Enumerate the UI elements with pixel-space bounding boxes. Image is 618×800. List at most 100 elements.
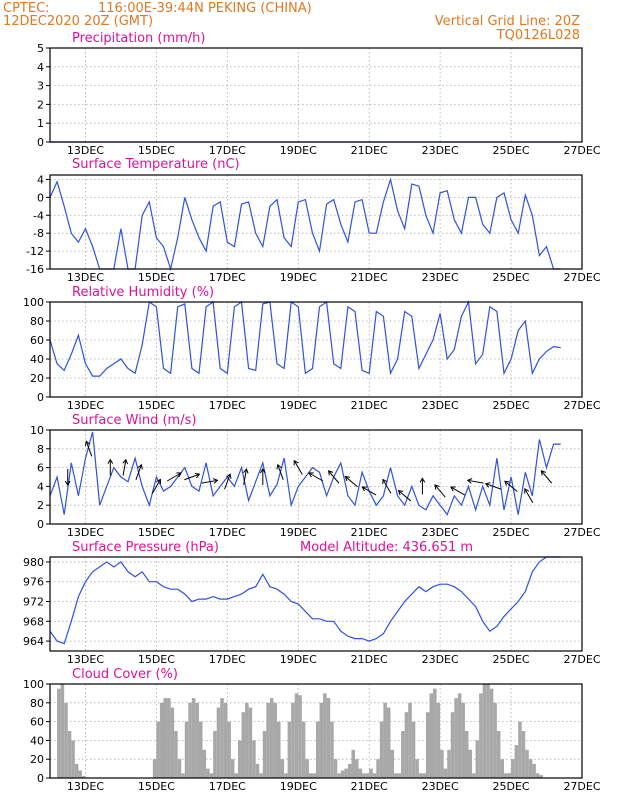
relative-humidity-y-tick-label: 20: [30, 372, 44, 385]
cloud-cover-bar: [511, 759, 515, 778]
cloud-cover-bar: [457, 693, 462, 778]
wind-arrow-head: [137, 463, 143, 470]
cloud-cover-bar: [415, 759, 419, 778]
cloud-cover-date-tick-label: 15DEC: [138, 780, 175, 793]
cloud-cover-bar: [351, 749, 356, 778]
surface-wind-y-tick-label: 0: [37, 518, 44, 531]
precipitation-date-tick-label: 15DEC: [138, 144, 175, 157]
cloud-cover-bar: [262, 731, 267, 778]
surface-temperature-y-tick-label: -16: [26, 263, 44, 276]
header-source: CPTEC:: [3, 1, 50, 16]
cloud-cover-bar: [330, 721, 334, 778]
cloud-cover-bar: [358, 768, 363, 778]
cloud-cover-bar: [163, 698, 168, 778]
relative-humidity-y-tick-label: 0: [37, 391, 44, 404]
surface-wind-panel: Surface Wind (m/s) 13DEC 15DEC 17DEC 19DEC 2…: [30, 413, 601, 539]
surface-wind-wind-arrow: [308, 472, 324, 482]
surface-wind-wind-arrow: [166, 472, 182, 482]
cloud-cover-bar: [170, 707, 175, 778]
cloud-cover-bar: [408, 702, 412, 778]
surface-wind-wind-arrow: [276, 463, 284, 480]
cloud-cover-bar: [326, 698, 331, 778]
relative-humidity-date-tick-label: 23DEC: [422, 399, 459, 412]
cloud-cover-bar: [284, 773, 288, 778]
cloud-cover-bar: [514, 745, 519, 778]
cloud-cover-bar: [443, 768, 448, 778]
cloud-cover-bar: [323, 693, 327, 778]
surface-temperature-y-tick-label: 4: [37, 173, 44, 186]
surface-temperature-date-tick-label: 25DEC: [493, 271, 530, 284]
relative-humidity-frame: [49, 301, 583, 398]
wind-arrow-head: [243, 468, 249, 474]
cloud-cover-bar: [174, 731, 178, 778]
surface-wind-wind-arrow: [293, 459, 303, 475]
wind-arrow-shaft: [328, 470, 340, 484]
surface-temperature-date-tick-label: 21DEC: [351, 271, 388, 284]
surface-wind-wind-arrow: [184, 472, 201, 481]
cloud-cover-y-tick-label: 80: [30, 697, 44, 710]
wind-arrow-head: [293, 459, 299, 466]
precipitation-date-tick-label: 27DEC: [563, 144, 600, 157]
cloud-cover-bar: [184, 721, 189, 778]
wind-arrow-shaft: [362, 486, 377, 496]
cloud-cover-bar: [394, 773, 398, 778]
surface-wind-series-line: [49, 431, 561, 516]
surface-wind-wind-arrow: [64, 469, 71, 486]
surface-temperature-panel: Surface Temperature (nC) 13DEC 15DEC 17DEC…: [26, 157, 601, 284]
cloud-cover-bar: [440, 749, 444, 778]
wind-arrow-head: [64, 480, 71, 486]
cloud-cover-bar: [294, 693, 299, 778]
surface-wind-date-tick-label: 13DEC: [67, 526, 104, 539]
surface-wind-wind-arrow: [466, 478, 484, 484]
cloud-cover-bar: [287, 721, 292, 778]
cloud-cover-bar: [159, 702, 164, 778]
cloud-cover-bar: [475, 740, 480, 778]
surface-wind-date-tick-label: 15DEC: [138, 526, 175, 539]
surface-wind-wind-arrow: [107, 458, 114, 476]
cloud-cover-bar: [316, 721, 320, 778]
wind-arrow-head: [156, 478, 161, 485]
cloud-cover-bar: [365, 773, 370, 778]
cloud-cover-bar: [252, 740, 256, 778]
wind-arrow-head: [308, 472, 314, 478]
cloud-cover-bar: [241, 712, 246, 778]
surface-temperature-date-tick-label: 17DEC: [209, 271, 246, 284]
surface-wind-y-tick-label: 2: [37, 499, 44, 512]
cloud-cover-bar: [191, 698, 196, 778]
relative-humidity-y-tick-label: 40: [30, 353, 44, 366]
cloud-cover-bar: [425, 712, 430, 778]
wind-arrow-shaft: [277, 464, 284, 480]
cloud-cover-bar: [333, 759, 338, 778]
surface-wind-frame: [49, 429, 583, 525]
cloud-cover-bar: [411, 721, 416, 778]
surface-pressure-date-tick-label: 21DEC: [351, 653, 388, 666]
cloud-cover-bar: [312, 773, 316, 778]
surface-pressure-y-tick-label: 976: [23, 576, 44, 589]
precipitation-y-tick-label: 5: [37, 42, 44, 55]
cloud-cover-bar: [539, 775, 543, 778]
cloud-cover-bar: [528, 759, 533, 778]
surface-wind-wind-arrow: [540, 470, 553, 484]
model-altitude-annotation: Model Altitude: 436.651 m: [300, 540, 473, 555]
cloud-cover-frame: [49, 683, 583, 779]
precipitation-y-tick-label: 4: [37, 61, 44, 74]
cloud-cover-bar: [188, 702, 192, 778]
cloud-cover-date-tick-label: 25DEC: [493, 780, 530, 793]
surface-wind-date-tick-label: 23DEC: [422, 526, 459, 539]
surface-temperature-y-tick-label: -12: [26, 245, 44, 258]
cloud-cover-bar: [372, 773, 377, 778]
cloud-cover-bar: [479, 693, 483, 778]
cloud-cover-bar: [404, 712, 409, 778]
cloud-cover-bar: [521, 731, 526, 778]
cloud-cover-bar: [376, 759, 380, 778]
cloud-cover-bar: [202, 749, 207, 778]
wind-arrow-head: [344, 475, 351, 482]
surface-pressure-date-tick-label: 25DEC: [493, 653, 530, 666]
wind-arrow-head: [212, 478, 219, 484]
surface-wind-wind-arrow: [504, 480, 518, 492]
cloud-cover-bar: [60, 684, 65, 778]
relative-humidity-date-tick-label: 17DEC: [209, 399, 246, 412]
cloud-cover-bar: [305, 759, 309, 778]
cloud-cover-bar: [401, 731, 405, 778]
